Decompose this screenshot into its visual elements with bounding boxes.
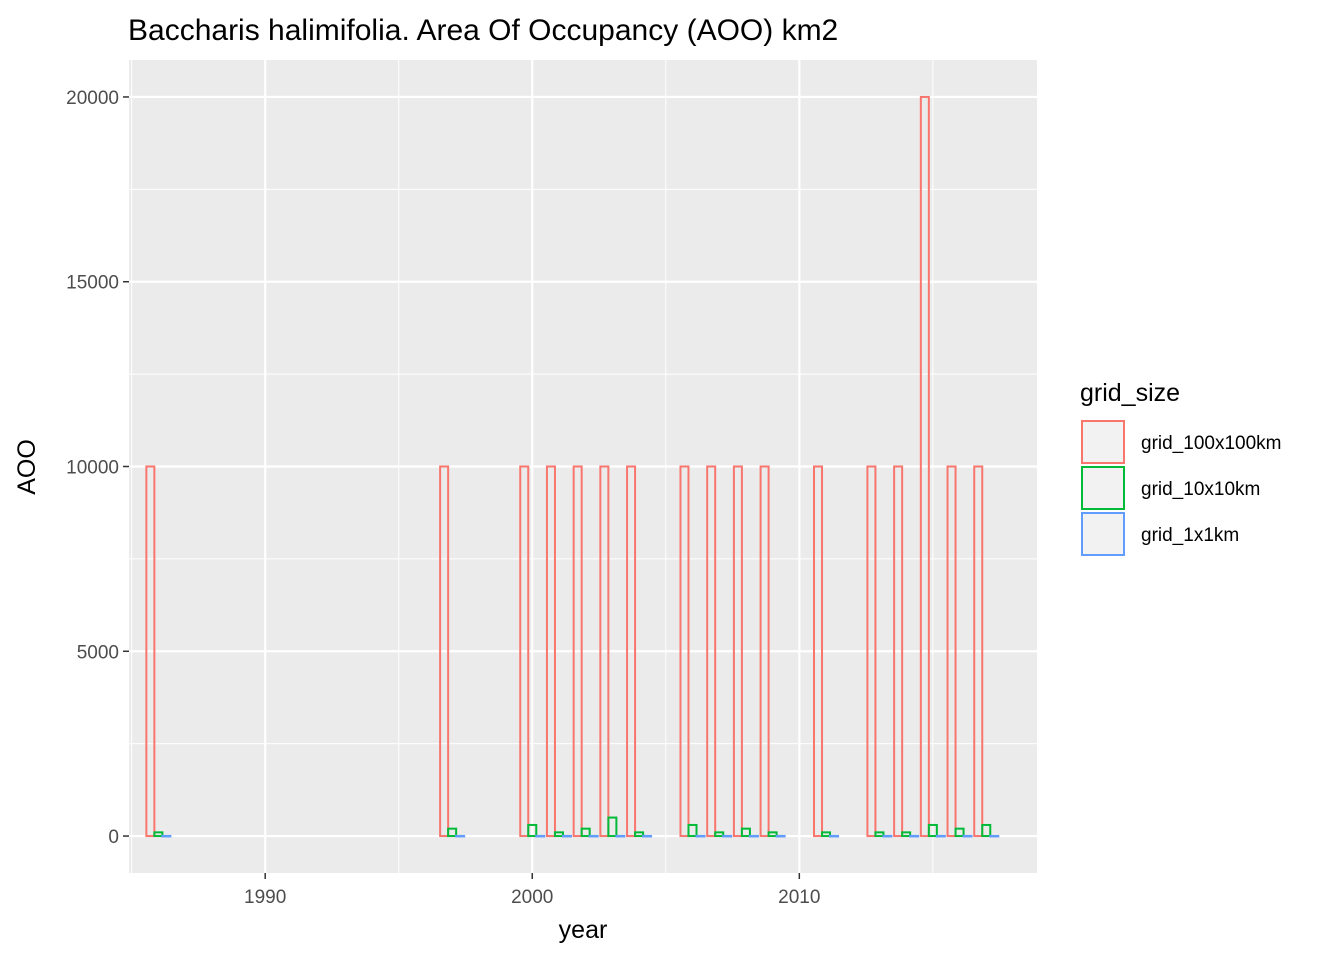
bar-grid_1x1km-2006	[695, 834, 706, 838]
bar-grid_100x100km-2001	[545, 465, 556, 838]
bar-grid_10x10km-2011	[821, 831, 832, 838]
legend-key-grid_1x1km	[1081, 512, 1125, 556]
bar-grid_10x10km-2016	[954, 827, 965, 838]
bar-grid_100x100km-2007	[706, 465, 717, 838]
x-axis: 1990 2000 2010	[244, 873, 820, 908]
legend-label-grid_10x10km: grid_10x10km	[1141, 479, 1260, 500]
bar-grid_100x100km-1986	[145, 465, 156, 838]
bar-grid_10x10km-2009	[767, 831, 778, 838]
legend-label-grid_1x1km: grid_1x1km	[1141, 525, 1239, 546]
x-axis-title: year	[559, 916, 608, 944]
bar-grid_100x100km-2013	[866, 465, 877, 838]
bar-grid_1x1km-2016	[962, 834, 973, 838]
bar-grid_10x10km-2008	[740, 827, 751, 838]
bar-grid_1x1km-2008	[748, 834, 759, 838]
y-tick-label: 20000	[66, 88, 119, 109]
bar-grid_100x100km-2017	[973, 465, 984, 838]
bar-grid_1x1km-2009	[775, 834, 786, 838]
bar-grid_10x10km-2000	[527, 823, 538, 838]
bar-grid_100x100km-2003	[599, 465, 610, 838]
bar-grid_10x10km-2003	[607, 816, 618, 838]
bar-grid_1x1km-2014	[909, 834, 920, 838]
bar-grid_100x100km-2011	[813, 465, 824, 838]
y-tick-label: 10000	[66, 458, 119, 479]
x-tick-label: 2000	[511, 887, 553, 908]
bar-grid_1x1km-1997	[455, 834, 466, 838]
bar-grid_10x10km-1997	[447, 827, 458, 838]
bar-grid_1x1km-1986	[161, 834, 172, 838]
bar-grid_100x100km-2008	[732, 465, 743, 838]
bars	[145, 95, 1000, 838]
chart-title: Baccharis halimifolia. Area Of Occupancy…	[128, 14, 838, 47]
bar-grid_100x100km-2016	[946, 465, 957, 838]
bar-grid_1x1km-2000	[535, 834, 546, 838]
bar-grid_10x10km-1986	[153, 831, 164, 838]
bar-grid_100x100km-2009	[759, 465, 770, 838]
bar-grid_1x1km-2003	[615, 834, 626, 838]
bar-grid_100x100km-2000	[519, 465, 530, 838]
bar-grid_10x10km-2006	[687, 823, 698, 838]
bar-grid_1x1km-2017	[989, 834, 1000, 838]
bar-grid_100x100km-2006	[679, 465, 690, 838]
bar-grid_1x1km-2013	[882, 834, 893, 838]
bar-grid_10x10km-2002	[580, 827, 591, 838]
y-axis: 0 5000 10000 15000 20000	[66, 88, 129, 848]
bar-grid_1x1km-2015	[935, 834, 946, 838]
x-tick-label: 2010	[778, 887, 820, 908]
grid-lines	[129, 60, 1037, 873]
bar-grid_100x100km-2004	[626, 465, 637, 838]
bar-grid_1x1km-2001	[561, 834, 572, 838]
legend-key-grid_10x10km	[1081, 466, 1125, 510]
bar-grid_10x10km-2013	[874, 831, 885, 838]
y-axis-title: AOO	[13, 439, 41, 495]
bar-grid_100x100km-1997	[439, 465, 450, 838]
bar-grid_1x1km-2002	[588, 834, 599, 838]
bar-grid_100x100km-2014	[893, 465, 904, 838]
bar-grid_100x100km-2015	[919, 95, 930, 838]
bar-grid_10x10km-2007	[714, 831, 725, 838]
bar-grid_1x1km-2011	[829, 834, 840, 838]
bar-grid_1x1km-2007	[722, 834, 733, 838]
bar-grid_10x10km-2017	[981, 823, 992, 838]
legend-title: grid_size	[1080, 379, 1180, 407]
bar-grid_10x10km-2004	[634, 831, 645, 838]
y-tick-label: 5000	[77, 642, 119, 663]
bar-grid_100x100km-2002	[572, 465, 583, 838]
y-tick-label: 0	[108, 827, 119, 848]
x-tick-label: 1990	[244, 887, 286, 908]
bar-grid_10x10km-2001	[553, 831, 564, 838]
bar-grid_10x10km-2014	[901, 831, 912, 838]
y-tick-label: 15000	[66, 273, 119, 294]
legend-key-grid_100x100km	[1081, 420, 1125, 464]
legend-label-grid_100x100km: grid_100x100km	[1141, 433, 1281, 454]
bar-grid_10x10km-2015	[927, 823, 938, 838]
legend: grid_size grid_100x100km grid_10x10kmgrid…	[1080, 379, 1281, 556]
bar-grid_1x1km-2004	[642, 834, 653, 838]
